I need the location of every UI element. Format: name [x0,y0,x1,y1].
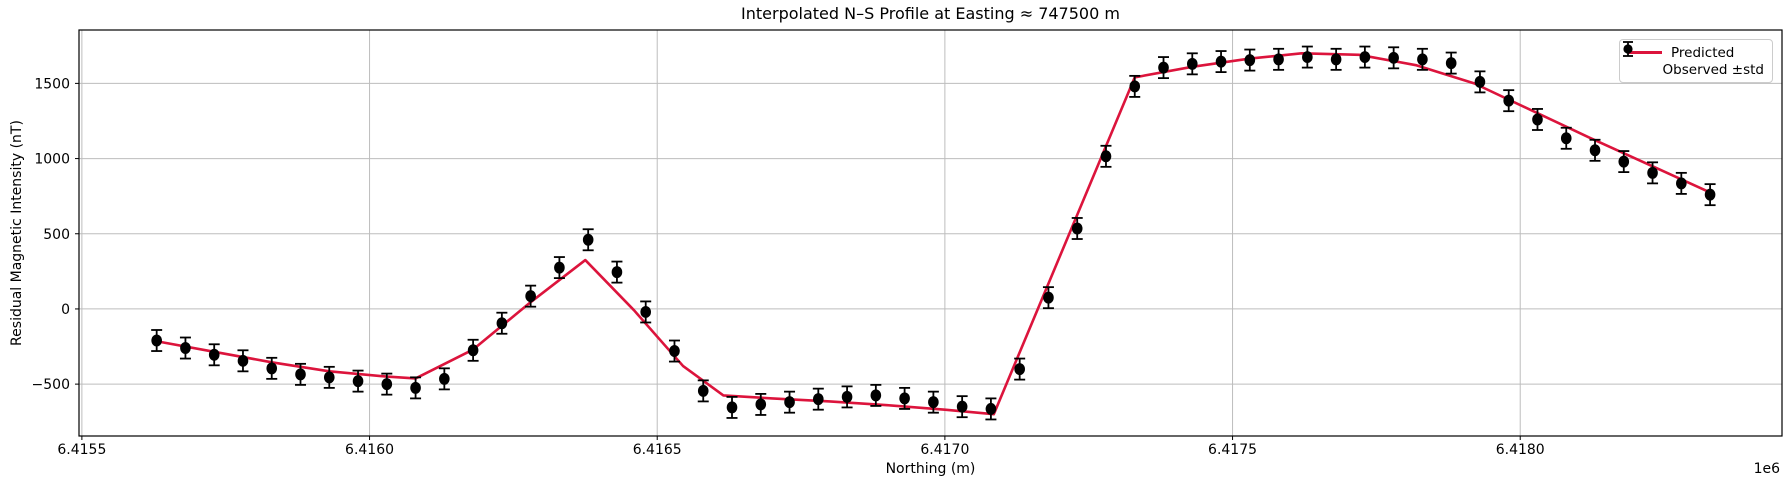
observed-point [928,396,939,409]
legend-label-observed: Observed ±std [1662,61,1764,78]
observed-point [1388,51,1399,64]
observed-point [1618,155,1630,168]
observed-point [1704,188,1716,201]
x-tick-label: 6.4175 [1208,442,1257,458]
observed-point [1503,94,1515,107]
observed-point [1417,53,1428,66]
observed-point [151,334,162,347]
observed-point [697,384,709,397]
legend: Predicted Observed ±std [1619,39,1773,83]
observed-point [554,261,565,274]
y-axis-label: Residual Magnetic Intensity (nT) [9,120,25,346]
x-tick-label: 6.4170 [920,442,969,458]
observed-point [1158,61,1169,74]
y-tick-label: 0 [61,302,70,318]
chart-title: Interpolated N–S Profile at Easting ≈ 74… [741,4,1120,23]
observed-point [1647,166,1658,179]
observed-point [841,390,853,403]
observed-point [1071,222,1083,235]
x-axis-label: Northing (m) [885,461,976,477]
observed-point [640,305,652,318]
predicted-line-swatch-icon [1628,51,1662,54]
axis-ticks: 6.4155 6.4160 6.4165 6.4170 6.4175 6.4180 −500… [32,76,1545,458]
observed-point [1560,132,1572,145]
observed-point [956,400,968,413]
observed-point [496,317,508,330]
observed-point [1676,177,1687,190]
legend-item-observed: Observed ±std [1623,41,1764,78]
x-tick-label: 6.4165 [633,442,682,458]
observed-point [1474,75,1486,88]
observed-point [1215,55,1227,68]
observed-point [352,375,364,388]
observed-point [237,354,249,367]
predicted-line [155,52,1712,416]
observed-point [582,233,594,246]
observed-point [813,393,824,406]
observed-point [467,344,479,357]
x-axis-offset-label: 1e6 [1753,461,1780,477]
observed-point [1330,53,1342,66]
observed-point [525,290,536,303]
observed-point [870,389,882,402]
legend-label-predicted: Predicted [1671,44,1735,61]
observed-point [899,392,910,405]
observed-point [726,401,738,414]
observed-series [151,45,1716,421]
observed-point [1129,80,1141,93]
observed-point [784,396,795,409]
observed-point [323,371,335,384]
observed-point [1359,51,1371,64]
observed-point [669,345,680,358]
observed-point [266,362,278,375]
observed-point [1273,53,1284,66]
y-tick-label: 1500 [34,76,70,92]
observed-point [1043,291,1054,304]
y-tick-label: −500 [32,377,70,393]
y-tick-label: 1000 [34,152,70,168]
observed-point [1014,363,1025,376]
observed-point [1589,144,1601,157]
observed-point [439,372,450,385]
observed-point [295,368,306,381]
observed-point [985,402,997,415]
observed-point [1302,51,1313,64]
x-tick-label: 6.4155 [57,442,106,458]
observed-point [208,348,220,361]
x-tick-label: 6.4160 [345,442,394,458]
observed-point [1244,54,1256,67]
observed-point [381,378,393,391]
observed-point [1186,57,1198,70]
observed-point [1445,57,1457,70]
x-tick-label: 6.4180 [1496,442,1545,458]
observed-point [1100,150,1112,163]
observed-point [410,381,421,394]
grid [79,30,1782,436]
observed-point [180,342,191,355]
legend-item-predicted: Predicted [1628,44,1764,61]
plot-border [78,29,1783,437]
observed-point [755,398,767,411]
observed-point [611,266,623,279]
observed-point [1532,113,1543,126]
y-tick-label: 500 [43,227,70,243]
